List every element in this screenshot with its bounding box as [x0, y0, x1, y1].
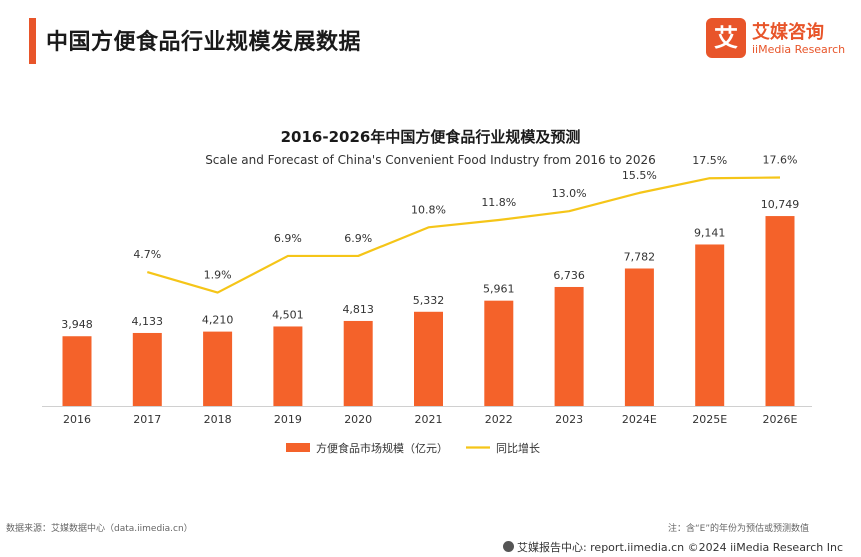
bar [554, 286, 584, 406]
bar [624, 268, 654, 406]
x-tick-label: 2016 [63, 413, 91, 426]
x-tick-label: 2025E [692, 413, 727, 426]
bar-value-label: 3,948 [61, 318, 93, 331]
bar [62, 336, 92, 406]
growth-value-label: 17.6% [763, 153, 798, 166]
growth-value-label: 13.0% [552, 187, 587, 200]
x-tick-label: 2022 [485, 413, 513, 426]
growth-value-label: 17.5% [692, 154, 727, 167]
chart-title: 2016-2026年中国方便食品行业规模及预测 [280, 128, 581, 146]
iimedia-logo: 艾 艾媒咨询 iiMedia Research [706, 18, 856, 62]
growth-value-label: 1.9% [204, 269, 232, 282]
bar-value-label: 4,501 [272, 308, 304, 321]
bar-value-label: 5,332 [413, 294, 445, 307]
bar-value-label: 9,141 [694, 226, 726, 239]
bar [765, 216, 795, 406]
bar-value-label: 10,749 [761, 198, 800, 211]
bar [414, 311, 443, 406]
bar-value-label: 4,133 [132, 315, 164, 328]
legend-line-label: 同比增长 [496, 441, 540, 455]
brand-footer: 艾媒报告中心: report.iimedia.cn ©2024 iiMedia … [502, 539, 843, 555]
growth-value-label: 6.9% [274, 232, 302, 245]
x-tick-label: 2020 [344, 413, 372, 426]
bar [132, 332, 162, 406]
report-center-icon [502, 541, 514, 552]
bar [203, 331, 233, 406]
x-tick-label: 2019 [274, 413, 302, 426]
logo-mark-icon: 艾 [706, 18, 746, 58]
logo-en-text: iiMedia Research [752, 43, 846, 56]
growth-value-label: 10.8% [411, 203, 446, 216]
x-tick-label: 2021 [415, 413, 443, 426]
brand-footer-text: 艾媒报告中心: report.iimedia.cn ©2024 iiMedia … [516, 541, 843, 554]
bar-value-label: 6,736 [553, 269, 585, 282]
chart-subtitle: Scale and Forecast of China's Convenient… [205, 153, 656, 167]
growth-value-label: 6.9% [344, 232, 372, 245]
x-tick-label: 2023 [555, 413, 583, 426]
x-tick-label: 2017 [133, 413, 161, 426]
page-title: 中国方便食品行业规模发展数据 [46, 30, 362, 55]
logo-cn-text: 艾媒咨询 [752, 22, 824, 43]
bar [484, 300, 514, 406]
bar-value-label: 4,210 [202, 314, 234, 327]
bar-value-label: 5,961 [483, 283, 515, 296]
x-tick-label: 2018 [204, 413, 232, 426]
x-tick-label: 2024E [622, 413, 657, 426]
legend-bar-swatch [286, 443, 310, 452]
title-accent-bar [29, 18, 36, 64]
x-tick-label: 2026E [763, 413, 798, 426]
bar [695, 244, 725, 406]
bar-value-label: 7,782 [624, 250, 656, 263]
growth-value-label: 4.7% [133, 248, 161, 261]
bar [273, 326, 303, 406]
legend-bar-label: 方便食品市场规模（亿元） [316, 441, 448, 455]
growth-line [146, 176, 781, 294]
growth-value-label: 11.8% [481, 196, 516, 209]
bar [343, 320, 373, 406]
growth-value-label: 15.5% [622, 169, 657, 182]
data-source: 数据来源：艾媒数据中心（data.iimedia.cn） [6, 524, 193, 534]
footnote: 注：含“E”的年份为预估或预测数值 [667, 524, 809, 534]
bar-value-label: 4,813 [342, 303, 374, 316]
